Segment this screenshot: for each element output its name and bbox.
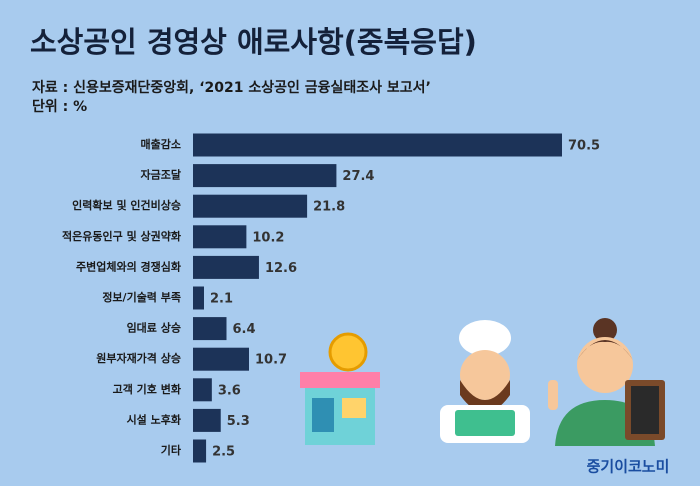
bars: 매출감소 70.5 자금조달 27.4 인력확보 및 인건비상승 21.8 적은유동인구 및… xyxy=(62,133,600,463)
value-label: 27.4 xyxy=(342,169,374,184)
value-label: 70.5 xyxy=(568,139,600,154)
value-label: 10.7 xyxy=(255,353,287,368)
category-label: 적은유동인구 및 상권약화 xyxy=(62,229,181,243)
bar xyxy=(193,286,204,310)
category-label: 인력확보 및 인건비상승 xyxy=(72,198,181,212)
category-label: 고객 기호 변화 xyxy=(113,382,181,396)
bar xyxy=(193,439,207,463)
chart-title: 소상공인 경영상 애로사항(중복응답) xyxy=(30,25,477,59)
category-label: 임대료 상승 xyxy=(127,321,181,335)
category-label: 기타 xyxy=(161,443,182,457)
category-label: 정보/기술력 부족 xyxy=(102,290,181,304)
bar xyxy=(193,378,212,402)
value-label: 6.4 xyxy=(232,322,255,337)
brand: 중기이코노미 xyxy=(587,458,670,476)
bar xyxy=(193,164,337,188)
source: 자료 : 신용보증재단중앙회, ‘2021 소상공인 금융실태조사 보고서’ xyxy=(32,79,431,96)
category-label: 주변업체와의 경쟁심화 xyxy=(76,259,181,273)
bar xyxy=(193,194,308,218)
value-label: 5.3 xyxy=(227,414,250,429)
category-label: 자금조달 xyxy=(141,168,181,182)
value-label: 21.8 xyxy=(313,200,345,215)
bar xyxy=(193,317,227,341)
bar xyxy=(193,133,562,157)
chef-illustration xyxy=(440,320,530,443)
value-label: 12.6 xyxy=(265,261,297,276)
bar xyxy=(193,225,247,249)
category-label: 시설 노후화 xyxy=(127,412,181,426)
category-label: 매출감소 xyxy=(141,137,181,151)
value-label: 3.6 xyxy=(218,383,241,398)
value-label: 2.5 xyxy=(212,445,235,460)
value-label: 10.2 xyxy=(252,230,284,245)
shop-illustration xyxy=(300,332,380,445)
woman-illustration xyxy=(548,318,665,446)
unit: 단위 : % xyxy=(32,98,87,115)
bar xyxy=(193,255,259,279)
category-label: 원부자재가격 상승 xyxy=(96,351,181,365)
value-label: 2.1 xyxy=(210,292,233,307)
bar xyxy=(193,347,250,371)
bar xyxy=(193,408,221,432)
